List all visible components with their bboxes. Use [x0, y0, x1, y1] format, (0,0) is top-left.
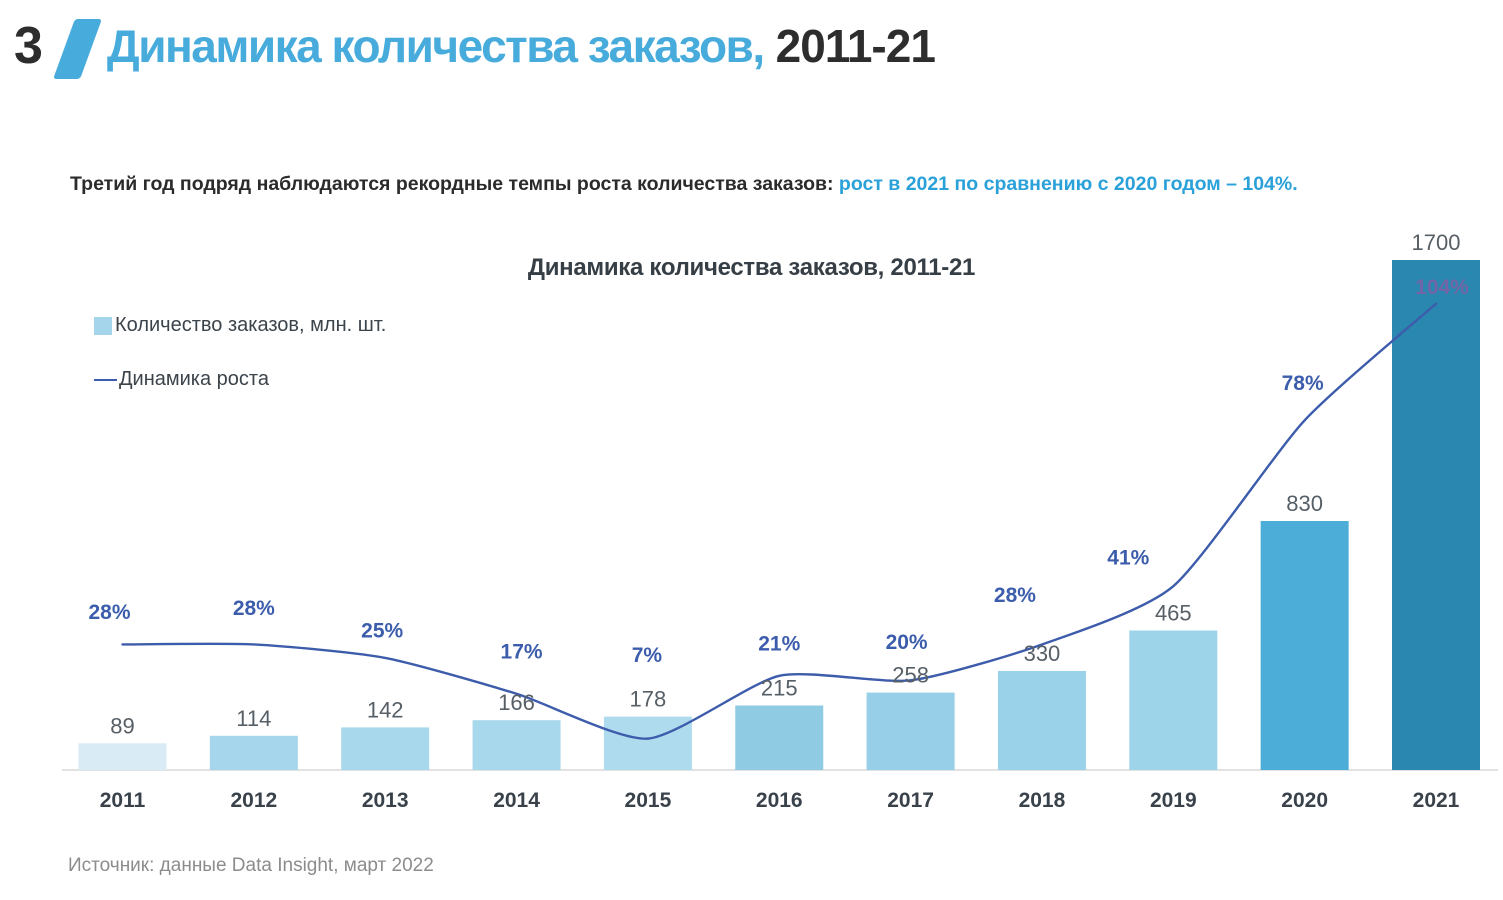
- growth-pct-label: 41%: [1107, 547, 1149, 570]
- legend-label-orders: Количество заказов, млн. шт.: [115, 314, 387, 336]
- bar-2019: [1129, 630, 1218, 770]
- growth-pct-label: 28%: [994, 584, 1036, 607]
- bar-2015: [603, 716, 692, 770]
- source-note: Источник: данные Data Insight, март 2022: [68, 855, 434, 876]
- bar-value-label: 465: [1155, 601, 1192, 626]
- growth-pct-label: 28%: [233, 597, 275, 620]
- bar-2011: [78, 743, 167, 770]
- bar-2021: [1392, 260, 1480, 770]
- slide-header: 3 Динамика количества заказов, 2011-21: [14, 14, 936, 79]
- x-axis-label: 2011: [100, 789, 146, 812]
- growth-pct-label: 28%: [88, 601, 130, 624]
- x-axis-label: 2020: [1281, 789, 1328, 812]
- growth-pct-label: 25%: [361, 619, 403, 642]
- x-axis-label: 2021: [1413, 789, 1460, 812]
- bar-2014: [472, 720, 561, 770]
- legend-item-orders: Количество заказов, млн. шт.: [94, 314, 386, 337]
- subtitle-text: Третий год подряд наблюдаются рекордные …: [70, 173, 839, 195]
- page-title-years: 2011-21: [775, 20, 936, 72]
- chart-title: Динамика количества заказов, 2011-21: [527, 254, 976, 281]
- bar-value-label: 330: [1024, 641, 1061, 666]
- bar-value-label: 258: [892, 663, 929, 688]
- subtitle-highlight: рост в 2021 по сравнению с 2020 годом – …: [838, 173, 1298, 195]
- growth-pct-label: 104%: [1415, 276, 1469, 299]
- bar-value-label: 215: [761, 676, 798, 701]
- x-axis-label: 2012: [230, 789, 277, 812]
- bar-2020: [1260, 521, 1349, 770]
- x-axis-label: 2014: [493, 789, 540, 812]
- bar-2012: [209, 735, 298, 770]
- bar-2016: [735, 705, 824, 770]
- bar-value-label: 178: [630, 687, 667, 712]
- growth-pct-label: 78%: [1282, 372, 1324, 395]
- slide-number: 3: [14, 17, 43, 75]
- x-axis-label: 2015: [625, 789, 672, 812]
- growth-line: [121, 302, 1438, 740]
- bar-value-label: 89: [110, 713, 134, 738]
- bar-2013: [341, 727, 430, 770]
- growth-pct-label: 20%: [886, 631, 928, 654]
- growth-pct-label: 21%: [758, 632, 800, 655]
- bar-2017: [866, 692, 955, 770]
- bar-value-label: 830: [1286, 491, 1323, 516]
- x-axis-label: 2013: [362, 789, 409, 812]
- growth-pct-label: 17%: [501, 640, 543, 663]
- line-swatch-icon: [94, 378, 117, 381]
- subtitle: Третий год подряд наблюдаются рекордные …: [70, 172, 1298, 197]
- x-axis-label: 2016: [756, 789, 803, 812]
- bar-value-label: 1700: [1412, 230, 1461, 255]
- legend-item-growth: Динамика роста: [94, 368, 386, 391]
- chart-legend: Количество заказов, млн. шт. Динамика ро…: [94, 314, 386, 422]
- bar-value-label: 142: [367, 697, 404, 722]
- x-axis-label: 2018: [1019, 789, 1066, 812]
- page-title: Динамика количества заказов,: [106, 20, 765, 72]
- x-axis-label: 2019: [1150, 789, 1197, 812]
- growth-pct-label: 7%: [632, 644, 663, 667]
- x-axis-label: 2017: [887, 789, 934, 812]
- bar-2018: [997, 671, 1086, 770]
- bar-value-label: 114: [236, 706, 271, 731]
- bar-swatch-icon: [94, 316, 112, 335]
- legend-label-growth: Динамика роста: [119, 368, 269, 390]
- bar-value-label: 166: [498, 690, 535, 715]
